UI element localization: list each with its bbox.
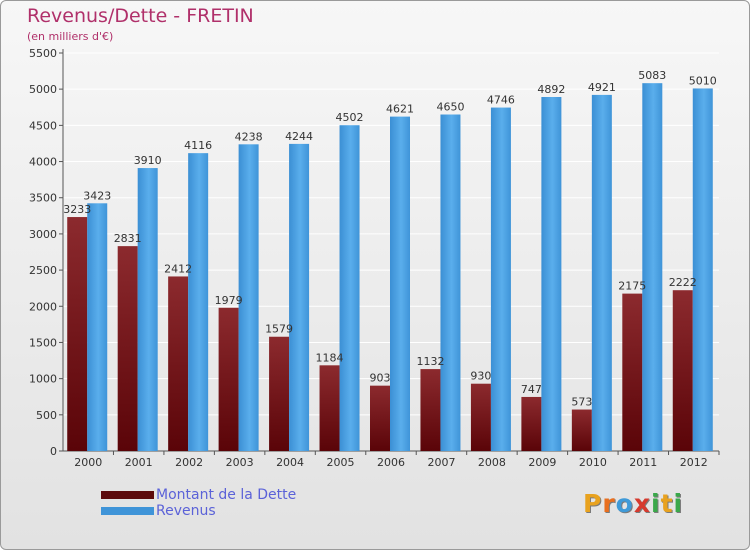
bar-dette-2008	[470, 383, 491, 451]
bar-dette-2004	[269, 336, 290, 451]
bar-revenus-2001	[137, 168, 158, 452]
y-tick-label: 5000	[29, 83, 57, 96]
data-label-revenus-2003: 4238	[235, 130, 263, 143]
data-label-revenus-2005: 4502	[336, 111, 364, 124]
legend-label-dette: Montant de la Dette	[156, 487, 297, 503]
x-tick-label-2006: 2006	[377, 456, 405, 469]
bar-revenus-2012	[692, 88, 713, 451]
bar-dette-2012	[672, 290, 693, 451]
bar-revenus-2010	[591, 94, 612, 451]
x-tick-label-2007: 2007	[427, 456, 455, 469]
x-tick-label-2012: 2012	[680, 456, 708, 469]
bar-revenus-2007	[440, 114, 461, 451]
chart-title: Revenus/Dette - FRETIN	[27, 5, 254, 27]
x-tick-label-2004: 2004	[276, 456, 304, 469]
y-tick-label: 1000	[29, 373, 57, 386]
bar-dette-2000	[67, 217, 88, 451]
data-label-dette-2005: 1184	[316, 351, 344, 364]
x-tick-label-2003: 2003	[226, 456, 254, 469]
data-label-dette-2000: 3233	[63, 203, 91, 216]
logo-letter: r	[602, 489, 616, 518]
x-tick-label-2001: 2001	[125, 456, 153, 469]
data-label-dette-2011: 2175	[618, 280, 646, 293]
bar-revenus-2004	[289, 143, 310, 451]
data-label-revenus-2009: 4892	[537, 83, 565, 96]
y-tick-label: 1500	[29, 336, 57, 349]
data-label-revenus-2002: 4116	[184, 139, 212, 152]
data-label-revenus-2006: 4621	[386, 103, 414, 116]
x-tick-label-2000: 2000	[74, 456, 102, 469]
logo-letter: P	[583, 489, 603, 518]
data-label-dette-2002: 2412	[164, 262, 192, 275]
data-label-revenus-2000: 3423	[83, 189, 111, 202]
y-tick-label: 5500	[29, 47, 57, 60]
bar-dette-2005	[319, 365, 340, 451]
bar-revenus-2000	[87, 203, 108, 451]
data-label-revenus-2010: 4921	[588, 81, 616, 94]
y-tick-label: 2500	[29, 264, 57, 277]
bar-dette-2003	[218, 307, 239, 451]
bar-revenus-2011	[642, 83, 663, 452]
logo-letter: o	[615, 489, 634, 518]
logo-letter: i	[651, 489, 661, 518]
data-label-dette-2007: 1132	[416, 355, 444, 368]
x-tick-label-2005: 2005	[327, 456, 355, 469]
y-tick-label: 3000	[29, 228, 57, 241]
bar-revenus-2003	[238, 144, 259, 451]
logo-letter: x	[633, 489, 651, 518]
x-tick-label-2011: 2011	[629, 456, 657, 469]
data-label-dette-2001: 2831	[114, 232, 142, 245]
data-label-dette-2010: 573	[571, 396, 592, 409]
data-label-revenus-2004: 4244	[285, 130, 313, 143]
bar-revenus-2002	[188, 153, 209, 451]
x-tick-label-2008: 2008	[478, 456, 506, 469]
y-tick-label: 500	[36, 409, 57, 422]
bar-revenus-2005	[339, 125, 360, 452]
legend-item-revenus: Revenus	[101, 503, 296, 519]
y-tick-label: 4000	[29, 156, 57, 169]
data-label-dette-2008: 930	[470, 370, 491, 383]
y-tick-label: 0	[50, 445, 57, 458]
data-label-dette-2012: 2222	[669, 276, 697, 289]
data-label-revenus-2011: 5083	[638, 69, 666, 82]
data-label-dette-2009: 747	[521, 383, 542, 396]
bar-dette-2001	[117, 246, 138, 451]
chart-subtitle: (en milliers d'€)	[27, 30, 114, 43]
data-label-revenus-2001: 3910	[134, 154, 162, 167]
data-label-dette-2003: 1979	[215, 294, 243, 307]
data-label-dette-2006: 903	[370, 372, 391, 385]
y-tick-label: 2000	[29, 300, 57, 313]
bar-dette-2010	[571, 409, 592, 451]
logo-letter: i	[673, 489, 684, 518]
proxiti-logo: Proxiti	[583, 489, 683, 518]
bar-revenus-2006	[390, 116, 410, 451]
data-label-dette-2004: 1579	[265, 323, 293, 336]
bar-dette-2006	[370, 385, 390, 451]
bar-revenus-2009	[541, 96, 562, 451]
legend-item-dette: Montant de la Dette	[101, 487, 296, 503]
x-tick-label-2010: 2010	[579, 456, 607, 469]
bars-layer	[67, 83, 713, 452]
y-tick-label: 3500	[29, 192, 57, 205]
bar-dette-2007	[420, 369, 441, 451]
bar-dette-2009	[521, 396, 542, 451]
legend-label-revenus: Revenus	[156, 503, 216, 519]
x-tick-label-2002: 2002	[175, 456, 203, 469]
bar-dette-2002	[168, 276, 189, 451]
legend: Montant de la Dette Revenus	[101, 487, 296, 519]
legend-swatch-revenus	[101, 507, 154, 515]
logo-letter: t	[660, 489, 674, 518]
data-label-revenus-2008: 4746	[487, 94, 515, 107]
y-tick-label: 4500	[29, 119, 57, 132]
data-label-revenus-2007: 4650	[436, 101, 464, 114]
legend-swatch-dette	[101, 491, 154, 499]
x-tick-label-2009: 2009	[528, 456, 556, 469]
bar-revenus-2008	[490, 107, 511, 451]
data-label-revenus-2012: 5010	[689, 74, 717, 87]
bar-dette-2011	[622, 293, 643, 451]
